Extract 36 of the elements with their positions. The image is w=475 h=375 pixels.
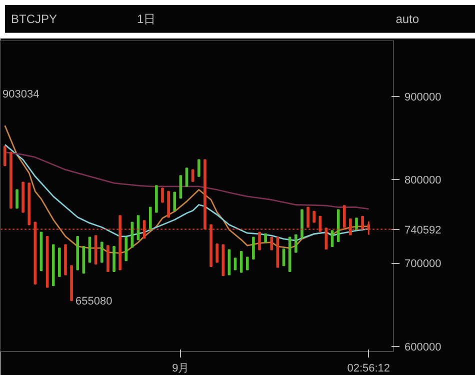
candlestick [246, 256, 249, 270]
candlestick [258, 232, 261, 250]
line-series [4, 152, 370, 210]
line-series [4, 124, 370, 254]
candlestick [240, 250, 243, 273]
y-tick-label: 700000 [404, 258, 442, 270]
y-tick-label: 800000 [404, 174, 442, 187]
chart-title: BTCJPY [11, 12, 58, 26]
candlestick [294, 234, 298, 253]
candlestick [124, 236, 128, 262]
candlestick [148, 206, 152, 230]
x-tick-label: 02:56:12 [347, 362, 390, 374]
candlestick [282, 248, 286, 266]
candlestick [173, 192, 176, 212]
line-series [4, 144, 370, 242]
candlestick [161, 188, 164, 203]
candlestick [270, 236, 274, 250]
ref-line-label: 740592 [404, 224, 442, 236]
candlestick [3, 146, 6, 166]
candlestick [252, 236, 255, 260]
candlestick [179, 175, 182, 199]
text: auto [396, 12, 420, 26]
candlestick [197, 159, 200, 177]
x-tick-label: 9月 [172, 362, 190, 374]
candlestick [234, 258, 237, 270]
text: 1日 [137, 12, 156, 26]
candlestick [312, 210, 316, 223]
candlestick [330, 230, 334, 247]
candlestick [100, 242, 104, 263]
y-tick-label: 900000 [404, 91, 442, 104]
candlestick [191, 169, 194, 182]
annotation: 655080 [76, 296, 112, 308]
candlestick [16, 189, 18, 209]
candlestick [185, 168, 188, 187]
annotation: 903034 [2, 88, 40, 100]
y-tick-label: 600000 [404, 341, 442, 354]
